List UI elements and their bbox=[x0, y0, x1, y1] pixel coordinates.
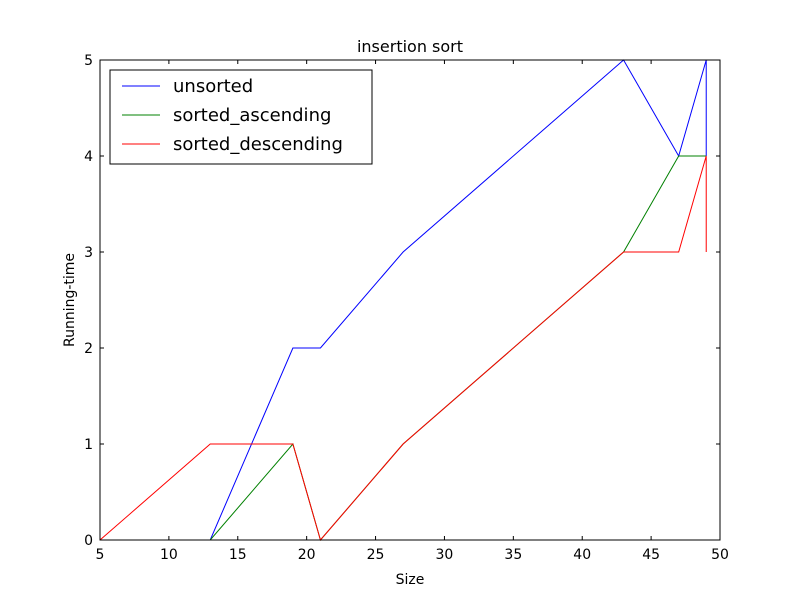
y-tick-label: 3 bbox=[84, 245, 93, 261]
legend: unsorted sorted_ascending sorted_descendin… bbox=[109, 69, 373, 165]
y-tick-label: 1 bbox=[84, 437, 93, 453]
x-tick-label: 20 bbox=[298, 547, 316, 563]
x-tick-label: 40 bbox=[573, 547, 591, 563]
series-layer bbox=[99, 59, 707, 542]
x-tick-label: 25 bbox=[367, 547, 385, 563]
plot-frame bbox=[99, 59, 721, 541]
y-tick-label: 4 bbox=[84, 149, 93, 165]
chart-title: insertion sort bbox=[357, 37, 463, 56]
x-tick-label: 5 bbox=[96, 547, 105, 563]
series-line-sorted-ascending bbox=[100, 155, 707, 542]
x-tick-label: 45 bbox=[642, 547, 660, 563]
legend-label-unsorted: unsorted bbox=[173, 76, 253, 97]
y-tick-label: 0 bbox=[84, 533, 93, 549]
x-tick-label: 10 bbox=[160, 547, 178, 563]
x-tick-label: 30 bbox=[436, 547, 454, 563]
y-axis-label: Running-time bbox=[62, 253, 78, 347]
x-tick-label: 50 bbox=[711, 547, 729, 563]
series-line-unsorted bbox=[100, 59, 707, 541]
x-tick-label: 35 bbox=[504, 547, 522, 563]
legend-label-sorted-ascending: sorted_ascending bbox=[173, 105, 331, 126]
x-axis-label: Size bbox=[396, 572, 425, 588]
y-tick-label: 2 bbox=[84, 341, 93, 357]
legend-entries: unsorted sorted_ascending sorted_descendin… bbox=[122, 76, 343, 155]
series-line-sorted-descending bbox=[99, 155, 707, 542]
y-tick-label: 5 bbox=[84, 53, 93, 69]
x-tick-label: 15 bbox=[229, 547, 247, 563]
legend-label-sorted-descending: sorted_descending bbox=[173, 134, 343, 155]
